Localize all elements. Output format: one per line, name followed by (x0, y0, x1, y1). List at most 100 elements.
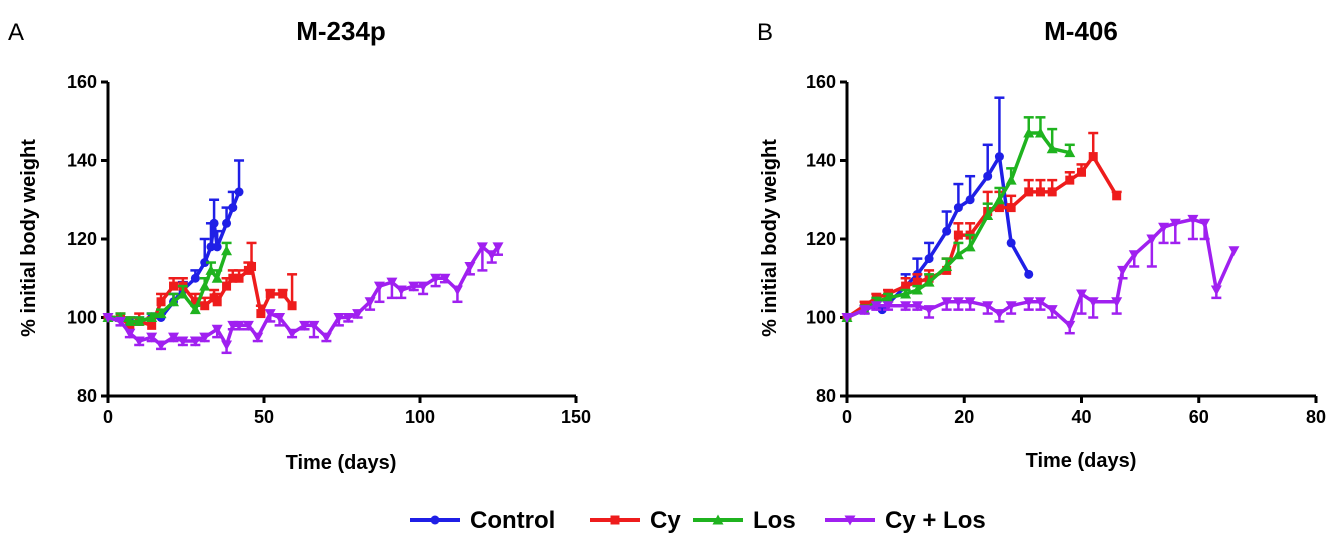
data-point (1210, 285, 1222, 296)
data-point (923, 276, 935, 287)
data-point (287, 301, 297, 311)
y-tick-label-a: 100 (67, 308, 97, 328)
data-point (373, 281, 385, 292)
data-point (211, 272, 223, 283)
x-tick-label-b: 40 (1071, 407, 1091, 427)
data-point (209, 218, 219, 228)
data-point (364, 297, 376, 308)
data-point (168, 296, 180, 307)
data-point (1023, 127, 1035, 138)
legend-item-cy-los: Cy + Los (825, 507, 986, 534)
y-tick-label-b: 80 (816, 386, 836, 406)
data-point (177, 288, 189, 299)
data-point (964, 241, 976, 252)
data-point (1187, 214, 1199, 225)
data-point (205, 264, 217, 275)
data-point (386, 277, 398, 288)
panel-letter-b: B (757, 19, 773, 46)
data-point (190, 273, 200, 283)
x-tick-label-a: 100 (405, 407, 435, 427)
data-point (983, 171, 993, 181)
data-point (1158, 222, 1170, 233)
legend-label-control: Control (470, 507, 555, 534)
data-point (924, 254, 934, 264)
data-point (333, 313, 345, 323)
data-point (1023, 297, 1035, 308)
data-point (1111, 297, 1123, 308)
data-point (234, 273, 244, 283)
x-tick-label-b: 0 (842, 407, 852, 427)
data-point (299, 320, 311, 331)
x-tick-label-b: 80 (1306, 407, 1326, 427)
y-tick-label-a: 120 (67, 229, 97, 249)
x-tick-label-a: 50 (254, 407, 274, 427)
data-point (190, 297, 200, 307)
data-point (252, 332, 264, 343)
chart-title-b: M-406 (1044, 16, 1118, 46)
data-point (278, 289, 288, 299)
legend-label-cy: Cy (650, 507, 681, 534)
legend-marker-shape (844, 515, 856, 526)
data-point (965, 195, 975, 205)
data-point (247, 261, 257, 271)
data-point (900, 288, 912, 299)
data-point (1034, 297, 1046, 308)
legend-label-los: Los (753, 507, 796, 534)
data-point (222, 281, 232, 291)
data-point (147, 320, 157, 330)
series-cy-los-b (841, 214, 1240, 335)
data-point (1005, 301, 1017, 312)
data-point (199, 332, 211, 343)
data-point (168, 332, 180, 343)
data-point (199, 280, 211, 291)
legend-label-cy-los: Cy + Los (885, 507, 986, 534)
data-point (993, 309, 1005, 320)
data-point (953, 230, 963, 240)
data-point (994, 203, 1004, 213)
series-cy-los-a (102, 242, 504, 355)
data-point (169, 281, 179, 291)
data-point (124, 328, 136, 339)
data-point (486, 250, 498, 261)
data-point (952, 297, 964, 308)
data-point (492, 242, 504, 253)
series-los-b (841, 116, 1076, 322)
data-point (1076, 289, 1087, 300)
data-point (146, 332, 158, 343)
x-tick-label-a: 150 (561, 407, 591, 427)
data-point (1034, 127, 1046, 138)
data-point (964, 297, 976, 308)
data-point (1024, 187, 1034, 197)
y-tick-label-b: 160 (806, 72, 836, 92)
legend-item-control: Control (410, 507, 555, 534)
data-point (222, 218, 232, 228)
y-tick-label-a: 140 (67, 151, 97, 171)
data-point (265, 289, 275, 299)
data-point (912, 277, 922, 287)
data-point (228, 273, 238, 283)
data-point (221, 340, 233, 351)
data-point (1047, 187, 1057, 197)
y-tick-label-a: 80 (77, 386, 97, 406)
data-point (242, 320, 254, 331)
legend-marker-shape (430, 515, 440, 525)
y-tick-label-a: 160 (67, 72, 97, 92)
data-point (1064, 320, 1076, 331)
legend-marker-cy-los (844, 515, 856, 526)
data-point (221, 245, 233, 256)
data-point (1088, 152, 1098, 162)
data-point (923, 305, 935, 316)
data-point (882, 301, 894, 312)
panel-letter-a: A (8, 19, 24, 46)
data-point (320, 332, 332, 343)
data-point (352, 309, 364, 320)
data-point (395, 285, 407, 296)
data-point (1169, 218, 1181, 229)
data-point (952, 249, 964, 260)
legend-item-los: Los (693, 507, 796, 534)
data-point (124, 315, 136, 326)
data-point (156, 297, 166, 307)
data-point (200, 301, 210, 311)
data-point (1199, 218, 1211, 229)
